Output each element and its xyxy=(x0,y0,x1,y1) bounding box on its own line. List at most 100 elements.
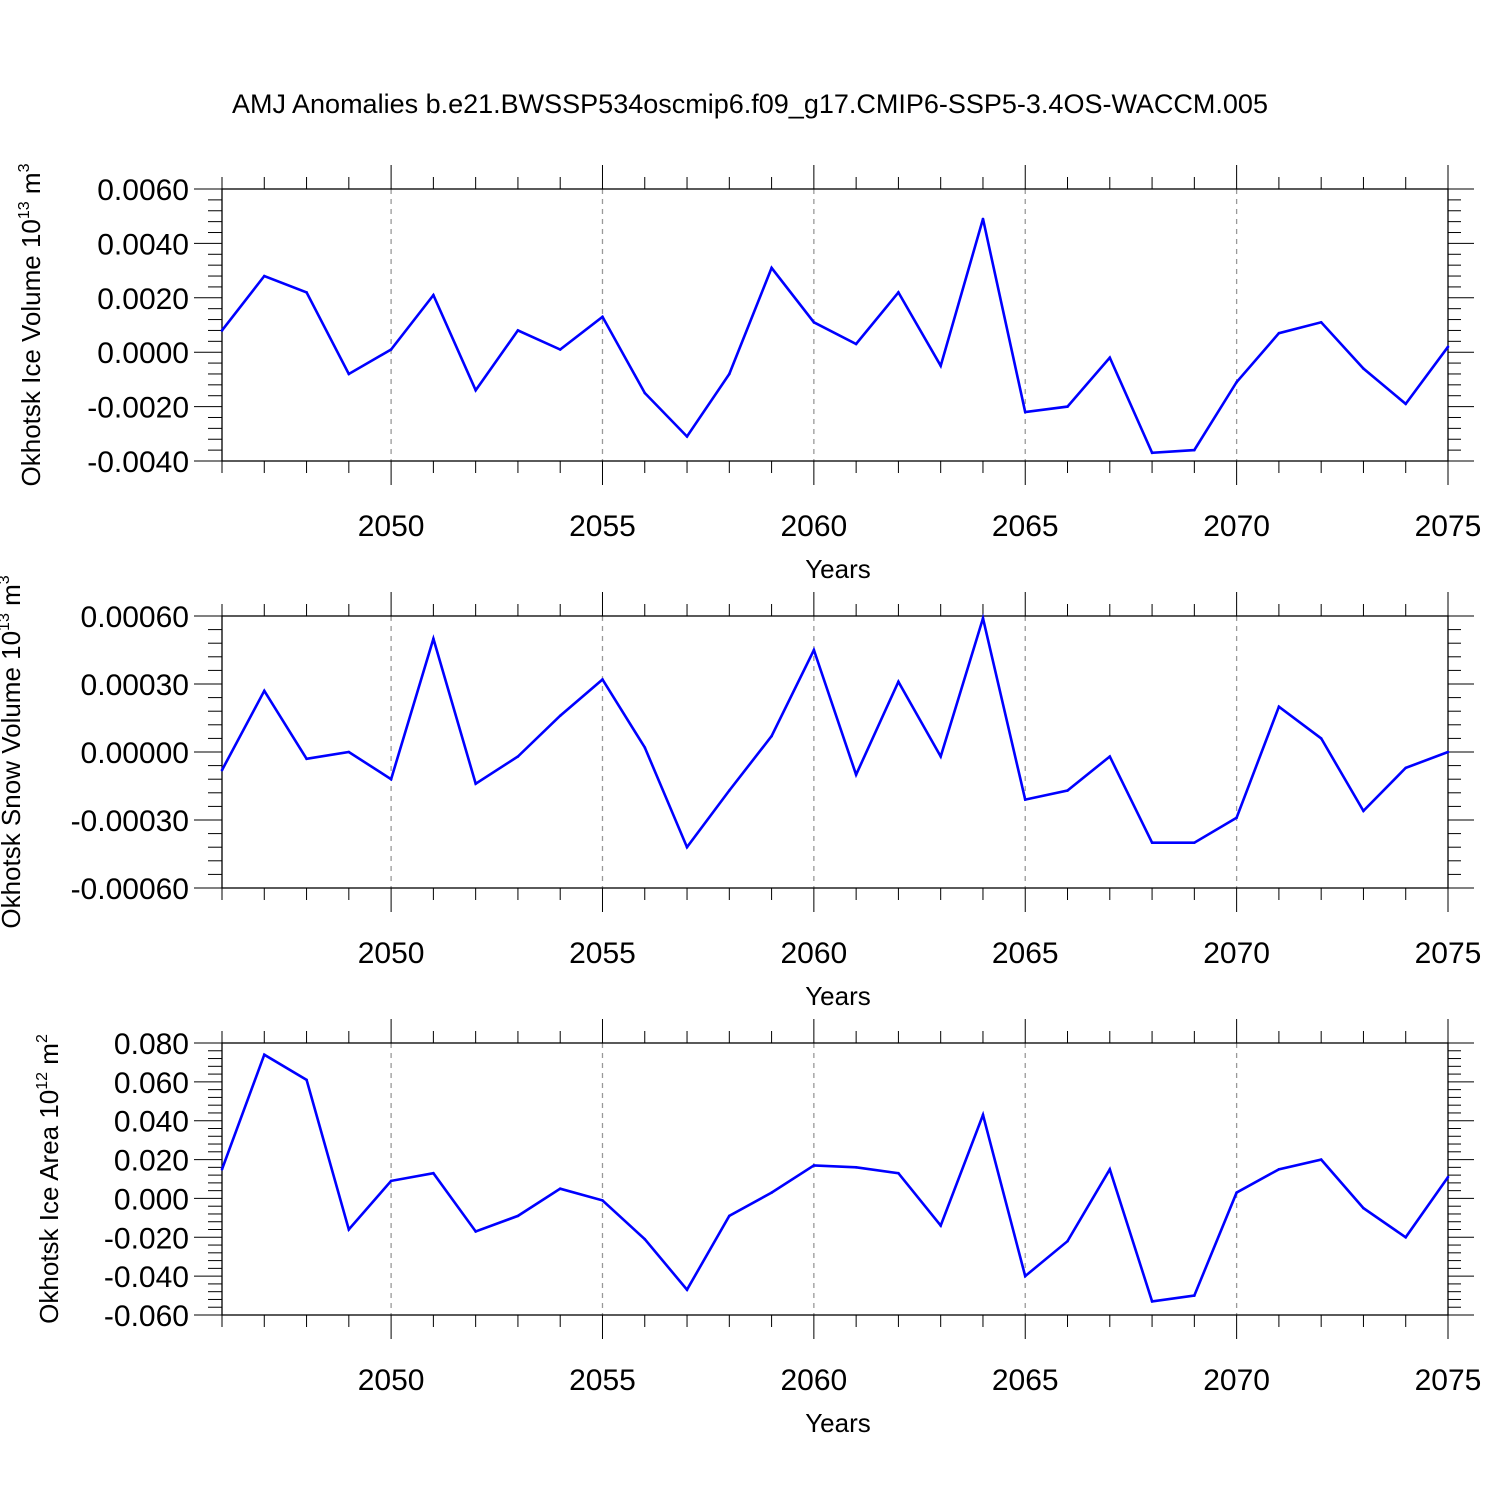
ice-area-y-tick-label: -0.020 xyxy=(104,1222,189,1255)
ice-area-y-tick-label: -0.060 xyxy=(104,1300,189,1333)
ice-volume-y-tick-label: 0.0000 xyxy=(97,337,189,370)
ice-volume-data-point xyxy=(432,293,435,297)
ice-volume-data-point xyxy=(1193,448,1196,452)
snow-volume-data-point xyxy=(474,782,477,786)
snow-volume-data-point xyxy=(1108,755,1112,758)
ice-volume-data-point xyxy=(1108,356,1112,359)
snow-volume-data-point xyxy=(220,768,224,772)
ice-area-data-point xyxy=(770,1191,773,1194)
snow-volume-data-point xyxy=(516,755,520,758)
ice-volume-y-tick-label: 0.0060 xyxy=(97,174,189,207)
snow-volume-data-point xyxy=(1277,705,1281,708)
snow-volume-data-point xyxy=(812,648,816,652)
ice-volume-data-point xyxy=(516,329,520,332)
ice-volume-data-point xyxy=(1446,345,1450,349)
ice-volume-data-point xyxy=(262,274,266,278)
snow-volume-data-point xyxy=(1066,789,1069,792)
ice-area-data-point xyxy=(474,1230,477,1233)
ice-volume-data-point xyxy=(389,348,393,351)
ice-volume-data-point xyxy=(601,315,604,319)
panel-ice-area: -0.060 -0.040 -0.020 0.000 0.020 0.040 0.060 0.… xyxy=(34,1019,1481,1438)
snow-volume-data-point xyxy=(643,746,647,749)
snow-volume-data-point xyxy=(1446,750,1450,754)
snow-volume-data-point xyxy=(1404,766,1408,770)
ice-volume-data-point xyxy=(220,329,224,332)
ice-area-data-point xyxy=(1108,1167,1112,1171)
snow-volume-x-tick-label: 2055 xyxy=(569,937,636,970)
ice-volume-data-point xyxy=(981,217,985,221)
ice-volume-data-point xyxy=(1150,451,1154,455)
snow-volume-data-point xyxy=(1193,841,1196,844)
ice-volume-data-point xyxy=(1235,380,1238,384)
ice-area-y-tick-label: 0.000 xyxy=(114,1183,189,1216)
snow-volume-plot-frame xyxy=(221,615,1449,889)
snow-volume-data-point xyxy=(432,637,435,640)
ice-volume-y-tick-label: 0.0020 xyxy=(97,283,189,316)
ice-volume-data-point xyxy=(1023,410,1027,414)
ice-volume-x-tick-label: 2065 xyxy=(992,510,1059,543)
ice-volume-data-point xyxy=(728,372,731,376)
ice-volume-data-point xyxy=(1066,405,1069,408)
ice-area-x-tick-label: 2075 xyxy=(1415,1364,1482,1397)
ice-volume-y-tick-label: -0.0020 xyxy=(87,392,189,425)
ice-volume-data-point xyxy=(1277,331,1281,335)
ice-volume-y-axis-label: Okhotsk Ice Volume 1013 m3 xyxy=(16,163,46,486)
ice-area-x-tick-label: 2050 xyxy=(358,1364,425,1397)
ice-volume-data-point xyxy=(1319,320,1323,324)
ice-area-data-point xyxy=(897,1171,900,1175)
snow-volume-x-tick-label: 2065 xyxy=(992,937,1059,970)
ice-area-data-point xyxy=(432,1171,435,1175)
ice-volume-x-tick-label: 2075 xyxy=(1415,510,1482,543)
ice-volume-plot-frame xyxy=(221,188,1449,462)
ice-area-data-point xyxy=(220,1167,224,1171)
ice-area-data-point xyxy=(812,1164,816,1167)
ice-area-data-point xyxy=(1277,1167,1281,1171)
ice-area-x-tick-label: 2055 xyxy=(569,1364,636,1397)
ice-area-data-point xyxy=(1235,1191,1238,1194)
snow-volume-data-point xyxy=(262,689,266,693)
snow-volume-data-point xyxy=(1319,737,1323,740)
snow-volume-y-tick-label: -0.00060 xyxy=(71,873,189,906)
ice-area-data-point xyxy=(1193,1294,1196,1297)
ice-area-data-point xyxy=(1446,1175,1450,1179)
snow-volume-data-point xyxy=(1235,816,1238,820)
snow-volume-data-point xyxy=(939,755,942,758)
snow-volume-x-axis-label: Years xyxy=(805,981,871,1011)
ice-area-y-axis-label: Okhotsk Ice Area 1012 m2 xyxy=(34,1034,64,1324)
ice-volume-data-point xyxy=(347,372,351,376)
ice-volume-y-tick-label: -0.0040 xyxy=(87,446,189,479)
ice-area-data-point xyxy=(643,1237,647,1241)
ice-area-y-tick-label: 0.080 xyxy=(114,1028,189,1061)
ice-volume-x-axis-label: Years xyxy=(805,554,871,584)
ice-volume-data-point xyxy=(897,291,900,294)
snow-volume-data-point xyxy=(389,777,393,781)
ice-volume-data-point xyxy=(1404,402,1408,406)
ice-area-data-point xyxy=(939,1224,942,1227)
ice-volume-x-tick-label: 2055 xyxy=(569,510,636,543)
ice-area-data-point xyxy=(558,1187,562,1191)
snow-volume-y-axis-label: Okhotsk Snow Volume 1013 m3 xyxy=(0,575,26,928)
snow-volume-data-point xyxy=(1023,798,1027,801)
snow-volume-data-point xyxy=(305,757,308,761)
snow-volume-data-point xyxy=(897,680,900,684)
ice-area-data-point xyxy=(347,1228,351,1231)
ice-area-data-point xyxy=(1362,1206,1365,1210)
snow-volume-y-tick-label: 0.00060 xyxy=(81,601,189,634)
snow-volume-data-point xyxy=(601,678,604,681)
ice-volume-data-point xyxy=(685,435,689,438)
ice-area-y-tick-label: 0.040 xyxy=(114,1106,189,1139)
ice-area-y-tick-label: 0.020 xyxy=(114,1145,189,1178)
ice-volume-data-point xyxy=(305,291,308,294)
ice-area-x-tick-label: 2060 xyxy=(780,1364,847,1397)
ice-volume-data-point xyxy=(812,320,816,324)
ice-volume-data-point xyxy=(854,342,858,346)
snow-volume-data-point xyxy=(981,616,985,620)
snow-volume-y-tick-label: 0.00030 xyxy=(81,669,189,702)
ice-area-data-point xyxy=(1023,1274,1027,1278)
snow-volume-data-point xyxy=(1362,809,1365,813)
ice-area-data-point xyxy=(1150,1300,1154,1303)
ice-area-data-point xyxy=(601,1199,604,1202)
ice-volume-series-line xyxy=(220,218,1450,455)
ice-area-y-tick-label: 0.060 xyxy=(114,1067,189,1100)
ice-volume-data-point xyxy=(770,266,773,270)
